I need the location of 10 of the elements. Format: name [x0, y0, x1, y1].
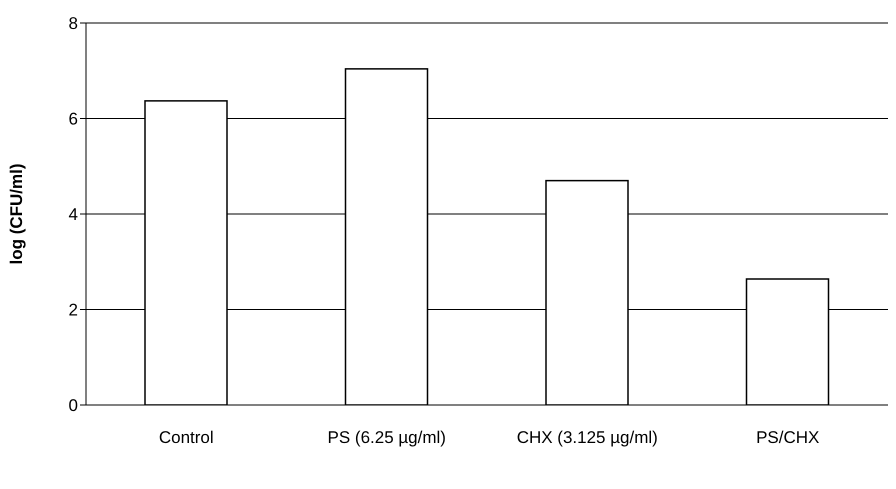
- x-tick-label: Control: [158, 428, 214, 448]
- x-tick-label: PS (6.25 µg/ml): [328, 428, 446, 448]
- x-tick-label: CHX (3.125 µg/ml): [516, 428, 658, 448]
- x-tick-label: PS/CHX: [756, 428, 820, 448]
- y-axis-title: log (CFU/ml): [7, 163, 26, 265]
- y-tick-label: 8: [68, 14, 78, 34]
- y-tick-label: 0: [68, 396, 78, 416]
- y-tick-label: 4: [68, 205, 78, 224]
- y-tick-label: 6: [68, 110, 78, 129]
- y-tick-label: 2: [68, 300, 78, 320]
